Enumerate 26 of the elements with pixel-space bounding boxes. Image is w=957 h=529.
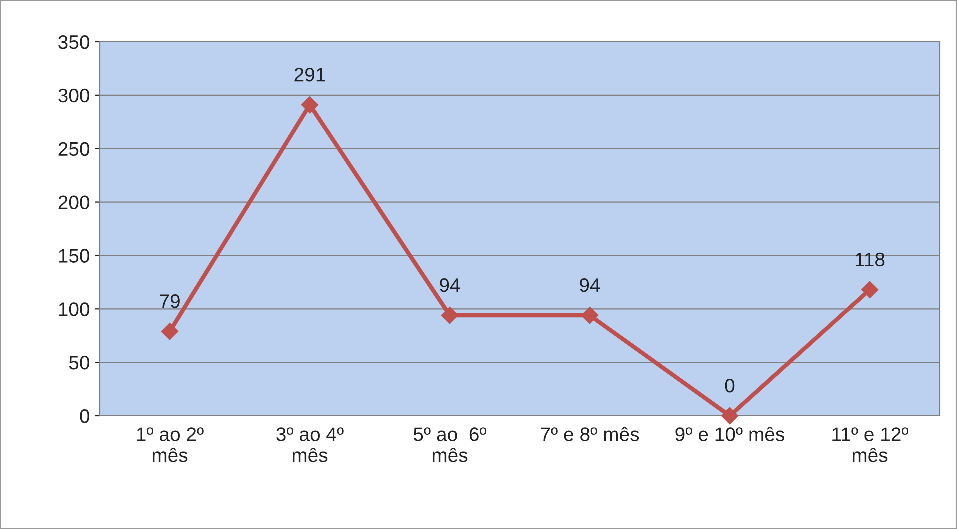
data-label: 94 <box>440 278 460 292</box>
y-tick-label: 50 <box>69 356 90 370</box>
data-label: 0 <box>725 378 735 393</box>
point <box>721 407 739 425</box>
point <box>441 307 459 324</box>
y-tick-label: 250 <box>58 142 90 156</box>
y-tick-label: 150 <box>59 249 90 263</box>
y-tick-label: 200 <box>58 196 90 210</box>
point <box>161 323 179 340</box>
x-tick-label: 7º e 8º mês <box>541 427 640 442</box>
data-label: 79 <box>160 294 180 308</box>
x-tick-label: 3º ao 4º mês <box>276 428 344 462</box>
point <box>581 307 599 324</box>
x-tick-label: 5º ao 6º mês <box>414 428 487 462</box>
data-label: 118 <box>856 252 885 267</box>
x-tick-label: 11º e 12º mês <box>832 428 909 462</box>
y-tick-label: 100 <box>59 302 90 316</box>
point <box>861 281 879 298</box>
y-tick-label: 300 <box>58 88 90 103</box>
data-label: 94 <box>580 278 600 292</box>
data-label: 291 <box>294 68 326 82</box>
x-tick-label: 9º e 10º mês <box>676 427 784 442</box>
x-tick-label: 1º ao 2º mês <box>137 428 204 462</box>
point <box>301 96 319 114</box>
y-tick-label: 350 <box>58 35 90 50</box>
y-tick-label: 0 <box>80 409 90 424</box>
